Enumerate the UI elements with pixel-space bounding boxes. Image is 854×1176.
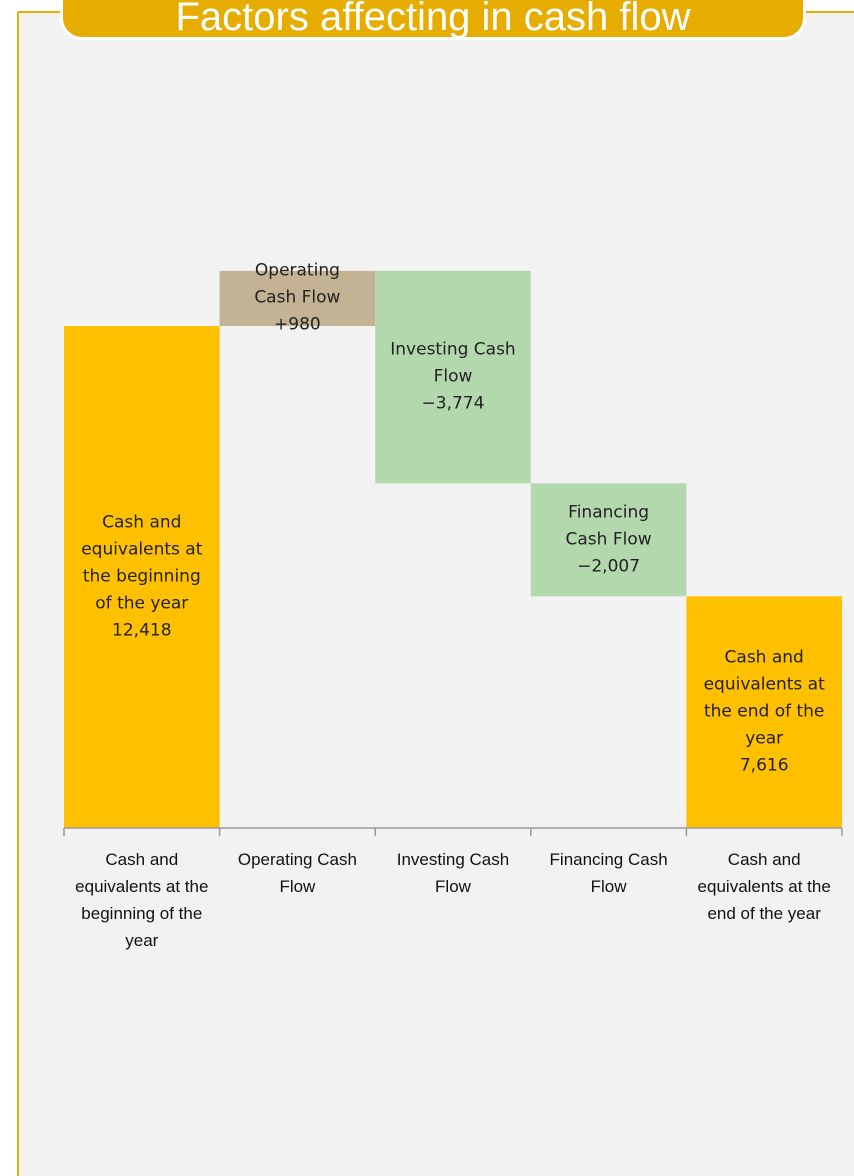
value-label: −2,007 — [577, 556, 641, 577]
bar-label: Operating Cash Flow +980 — [235, 258, 361, 339]
bar-label: Investing Cash Flow −3,774 — [390, 337, 516, 418]
value-label: 12,418 — [112, 620, 172, 641]
bar — [219, 270, 376, 327]
value-label: 7,616 — [739, 755, 789, 776]
bar-label: Financing Cash Flow −2,007 — [546, 499, 672, 580]
bar-label: Cash and equivalents at the beginning of… — [79, 510, 205, 645]
x-tick-label: Operating Cash Flow — [237, 850, 357, 896]
chart-title: Factors affecting in cash flow — [60, 0, 806, 40]
bar-label: Cash and equivalents at the end of the y… — [701, 645, 827, 780]
bar — [686, 596, 842, 828]
bar — [64, 326, 220, 828]
x-tick-label: Financing Cash Flow — [549, 850, 668, 896]
bar-label-text: Cash and equivalents at the beginning of… — [81, 512, 203, 614]
value-label: −3,774 — [421, 393, 485, 414]
bar — [375, 270, 531, 484]
bar — [530, 483, 687, 597]
bar-label-text: Cash and equivalents at the end of the y… — [703, 647, 825, 749]
x-tick-label: Investing Cash Flow — [396, 850, 510, 896]
value-label: +980 — [274, 314, 321, 335]
bar-label-text: Financing Cash Flow — [565, 502, 652, 550]
bar-label-text: Operating Cash Flow — [254, 260, 341, 308]
bar-label-text: Investing Cash Flow — [390, 339, 516, 387]
x-tick-label: Cash and equivalents at the beginning of… — [75, 850, 209, 950]
x-tick-label: Cash and equivalents at the end of the y… — [697, 850, 831, 923]
